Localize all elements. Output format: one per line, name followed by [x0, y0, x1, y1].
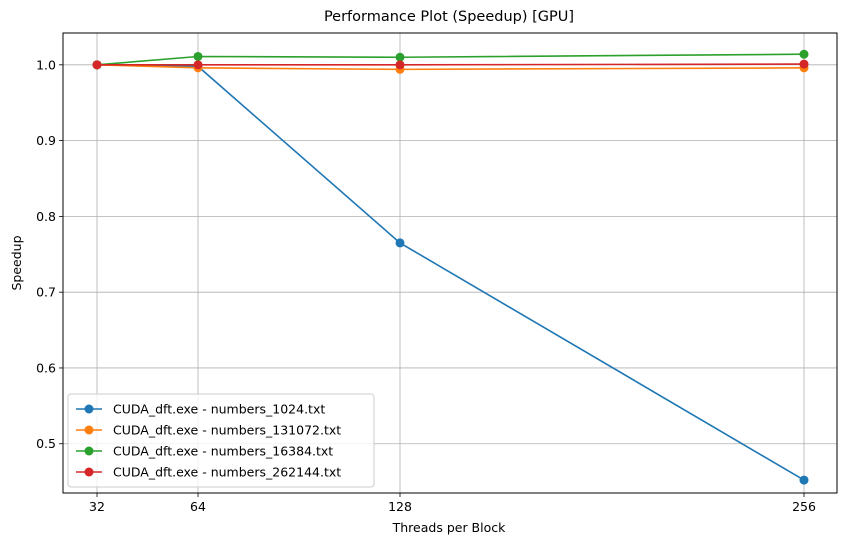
series-line [96, 64, 805, 71]
legend-box [67, 393, 375, 488]
x-tick-label: 256 [792, 499, 816, 514]
y-tick-label: 0.6 [36, 360, 56, 375]
y-tick-label: 0.7 [36, 285, 56, 300]
legend-item: CUDA_dft.exe - numbers_131072.txt [76, 423, 341, 438]
y-axis-ticks: 0.5 0.6 0.7 0.8 0.9 1.0 [36, 57, 63, 451]
data-point [193, 60, 203, 70]
data-point [395, 238, 405, 248]
y-tick-label: 0.8 [36, 209, 56, 224]
series-4 [92, 59, 809, 70]
plot-frame [62, 32, 838, 494]
series-line [96, 53, 805, 66]
legend-swatch-marker [84, 404, 94, 414]
legend-item: CUDA_dft.exe - numbers_16384.txt [76, 444, 333, 459]
x-tick-label: 64 [190, 499, 206, 514]
legend-label: CUDA_dft.exe - numbers_131072.txt [113, 423, 341, 438]
x-tick-label: 128 [388, 499, 412, 514]
legend-label: CUDA_dft.exe - numbers_1024.txt [113, 402, 325, 417]
data-point [193, 51, 203, 61]
series-line [97, 63, 805, 66]
legend-item: CUDA_dft.exe - numbers_1024.txt [76, 402, 325, 417]
chart-title: Performance Plot (Speedup) [GPU] [324, 9, 574, 25]
y-tick-label: 1.0 [36, 57, 56, 72]
data-point [799, 59, 809, 69]
series-layer [92, 49, 809, 485]
legend-swatch-marker [84, 467, 94, 477]
data-point [92, 60, 102, 70]
legend-item: CUDA_dft.exe - numbers_262144.txt [76, 465, 341, 480]
data-point [395, 60, 405, 70]
data-point [799, 475, 809, 485]
x-tick-label: 32 [89, 499, 105, 514]
legend-swatch-marker [84, 446, 94, 456]
data-point [799, 49, 809, 59]
x-axis-ticks: 32 64 128 256 [89, 493, 816, 514]
legend-label: CUDA_dft.exe - numbers_262144.txt [113, 465, 341, 480]
legend: CUDA_dft.exe - numbers_1024.txt CUDA_dft.… [67, 393, 375, 488]
y-tick-label: 0.5 [36, 436, 56, 451]
legend-label: CUDA_dft.exe - numbers_16384.txt [113, 444, 333, 459]
x-axis-label: Threads per Block [392, 520, 506, 535]
y-axis-label: Speedup [9, 235, 24, 290]
data-point [395, 52, 405, 62]
legend-swatch-marker [84, 425, 94, 435]
y-tick-label: 0.9 [36, 133, 56, 148]
